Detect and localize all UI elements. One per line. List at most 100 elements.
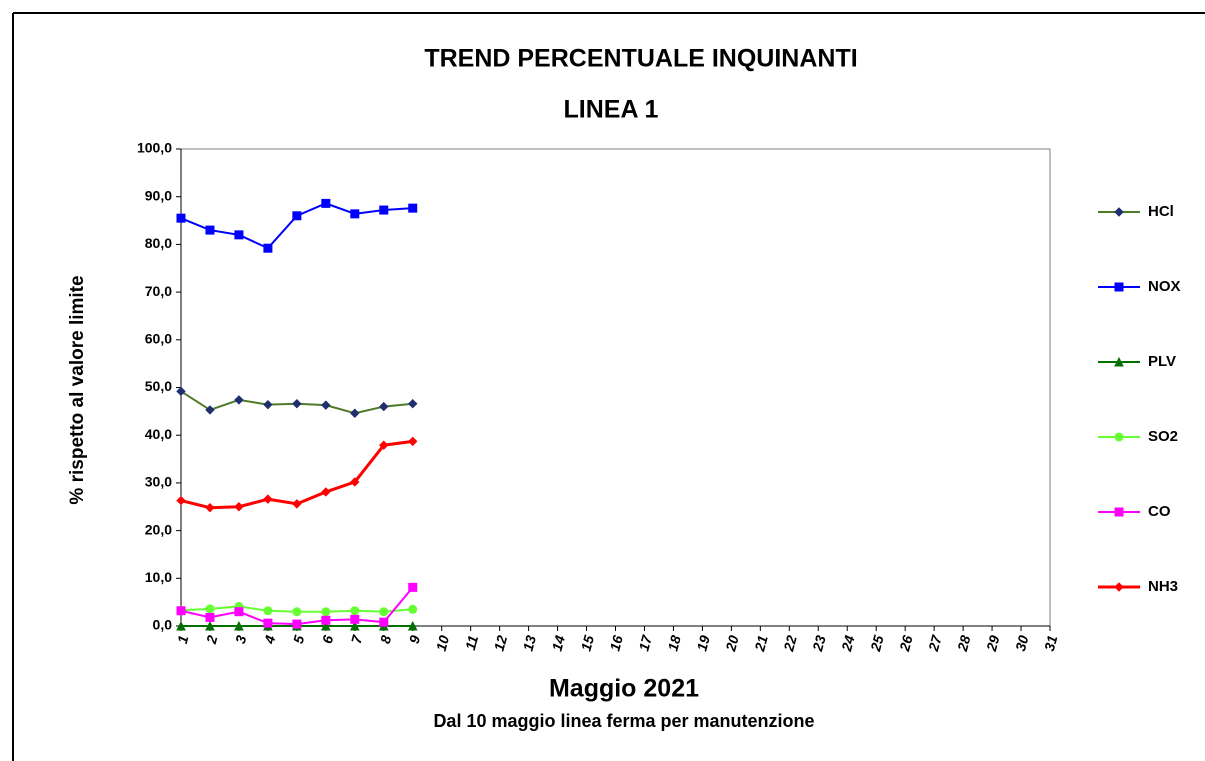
data-point bbox=[379, 617, 389, 627]
data-point bbox=[350, 408, 360, 418]
data-point bbox=[379, 401, 389, 412]
data-point bbox=[350, 477, 360, 487]
x-tick-label: 21 bbox=[751, 633, 771, 653]
legend-label: HCl bbox=[1148, 203, 1174, 220]
data-point bbox=[408, 436, 418, 447]
data-point bbox=[234, 230, 244, 240]
series-line bbox=[180, 202, 413, 250]
data-point bbox=[176, 213, 186, 223]
data-point bbox=[321, 607, 331, 617]
legend-marker bbox=[1114, 432, 1124, 442]
data-point bbox=[263, 494, 273, 504]
data-point bbox=[408, 203, 418, 213]
x-tick-label: 7 bbox=[348, 632, 366, 645]
x-tick-label: 20 bbox=[722, 633, 742, 653]
y-tick-label: 20,0 bbox=[145, 521, 172, 537]
x-tick-label: 16 bbox=[606, 633, 626, 652]
x-tick-label: 6 bbox=[319, 633, 337, 645]
legend-label: NH3 bbox=[1148, 578, 1178, 595]
legend-label: PLV bbox=[1148, 353, 1176, 370]
data-point bbox=[379, 607, 389, 617]
x-axis-label: Maggio 2021 bbox=[549, 675, 699, 703]
x-tick-label: 1 bbox=[174, 633, 192, 645]
data-point bbox=[292, 399, 302, 409]
x-tick-label: 2 bbox=[203, 633, 221, 646]
data-point bbox=[292, 499, 302, 509]
data-point bbox=[350, 209, 360, 219]
data-point bbox=[321, 487, 331, 497]
data-point bbox=[407, 620, 418, 631]
y-tick-label: 0,0 bbox=[153, 617, 173, 633]
x-tick-label: 26 bbox=[896, 633, 916, 653]
x-tick-label: 31 bbox=[1041, 633, 1061, 652]
data-point bbox=[321, 620, 331, 631]
data-point bbox=[263, 618, 273, 628]
data-point bbox=[349, 620, 360, 631]
x-tick-label: 9 bbox=[406, 633, 424, 645]
legend-label: NOX bbox=[1148, 278, 1181, 295]
y-tick-label: 60,0 bbox=[145, 331, 172, 347]
x-tick-label: 10 bbox=[433, 633, 453, 652]
data-point bbox=[234, 395, 244, 405]
x-tick-label: 29 bbox=[983, 633, 1003, 653]
x-tick-label: 11 bbox=[462, 633, 481, 651]
y-tick-label: 100,0 bbox=[137, 140, 172, 156]
y-tick-label: 50,0 bbox=[145, 378, 172, 394]
data-point bbox=[263, 243, 273, 253]
data-point bbox=[379, 440, 389, 450]
data-point bbox=[234, 620, 244, 631]
x-tick-label: 3 bbox=[232, 633, 250, 645]
x-tick-label: 25 bbox=[867, 633, 887, 653]
legend-marker bbox=[1114, 582, 1124, 592]
data-point bbox=[350, 614, 360, 624]
data-point bbox=[263, 399, 273, 410]
x-tick-label: 8 bbox=[377, 633, 395, 645]
y-tick-label: 40,0 bbox=[145, 426, 172, 442]
data-point bbox=[205, 620, 215, 631]
x-tick-label: 22 bbox=[780, 633, 800, 653]
data-point bbox=[176, 606, 186, 616]
data-point bbox=[321, 615, 331, 625]
y-tick-label: 10,0 bbox=[145, 569, 172, 585]
legend-marker bbox=[1114, 207, 1124, 217]
data-point bbox=[321, 198, 331, 208]
data-point bbox=[263, 606, 273, 616]
data-point bbox=[292, 607, 302, 617]
data-point bbox=[205, 502, 215, 513]
y-tick-label: 30,0 bbox=[145, 474, 172, 490]
data-point bbox=[408, 582, 418, 592]
data-point bbox=[408, 604, 418, 614]
data-point bbox=[408, 399, 418, 409]
y-axis-label: % rispetto al valore limite bbox=[67, 275, 88, 504]
legend-marker bbox=[1114, 507, 1124, 517]
data-point bbox=[176, 386, 186, 397]
data-point bbox=[292, 619, 302, 629]
data-point bbox=[205, 612, 215, 622]
x-tick-label: 24 bbox=[838, 633, 858, 653]
y-tick-label: 80,0 bbox=[145, 235, 172, 251]
x-tick-label: 27 bbox=[925, 632, 945, 653]
x-tick-label: 17 bbox=[635, 632, 655, 652]
x-tick-label: 30 bbox=[1012, 633, 1032, 652]
legend-label: SO2 bbox=[1148, 428, 1178, 445]
y-tick-label: 70,0 bbox=[145, 283, 172, 299]
x-tick-label: 13 bbox=[520, 633, 540, 652]
legend-marker bbox=[1114, 282, 1124, 292]
data-point bbox=[234, 607, 244, 617]
x-tick-label: 4 bbox=[261, 633, 279, 646]
y-tick-label: 90,0 bbox=[145, 187, 172, 203]
x-tick-label: 18 bbox=[664, 633, 684, 652]
x-tick-label: 15 bbox=[578, 633, 598, 652]
annotation: Dal 10 maggio linea ferma per manutenzio… bbox=[433, 711, 814, 731]
data-point bbox=[176, 620, 186, 631]
chart-title: TREND PERCENTUALE INQUINANTI bbox=[424, 45, 857, 73]
data-point bbox=[379, 205, 389, 215]
data-point bbox=[234, 502, 244, 512]
data-point bbox=[205, 604, 215, 614]
x-tick-label: 28 bbox=[954, 633, 974, 653]
series-line bbox=[180, 439, 413, 510]
chart-subtitle: LINEA 1 bbox=[564, 96, 659, 124]
x-tick-label: 12 bbox=[491, 633, 511, 652]
data-point bbox=[205, 225, 215, 235]
